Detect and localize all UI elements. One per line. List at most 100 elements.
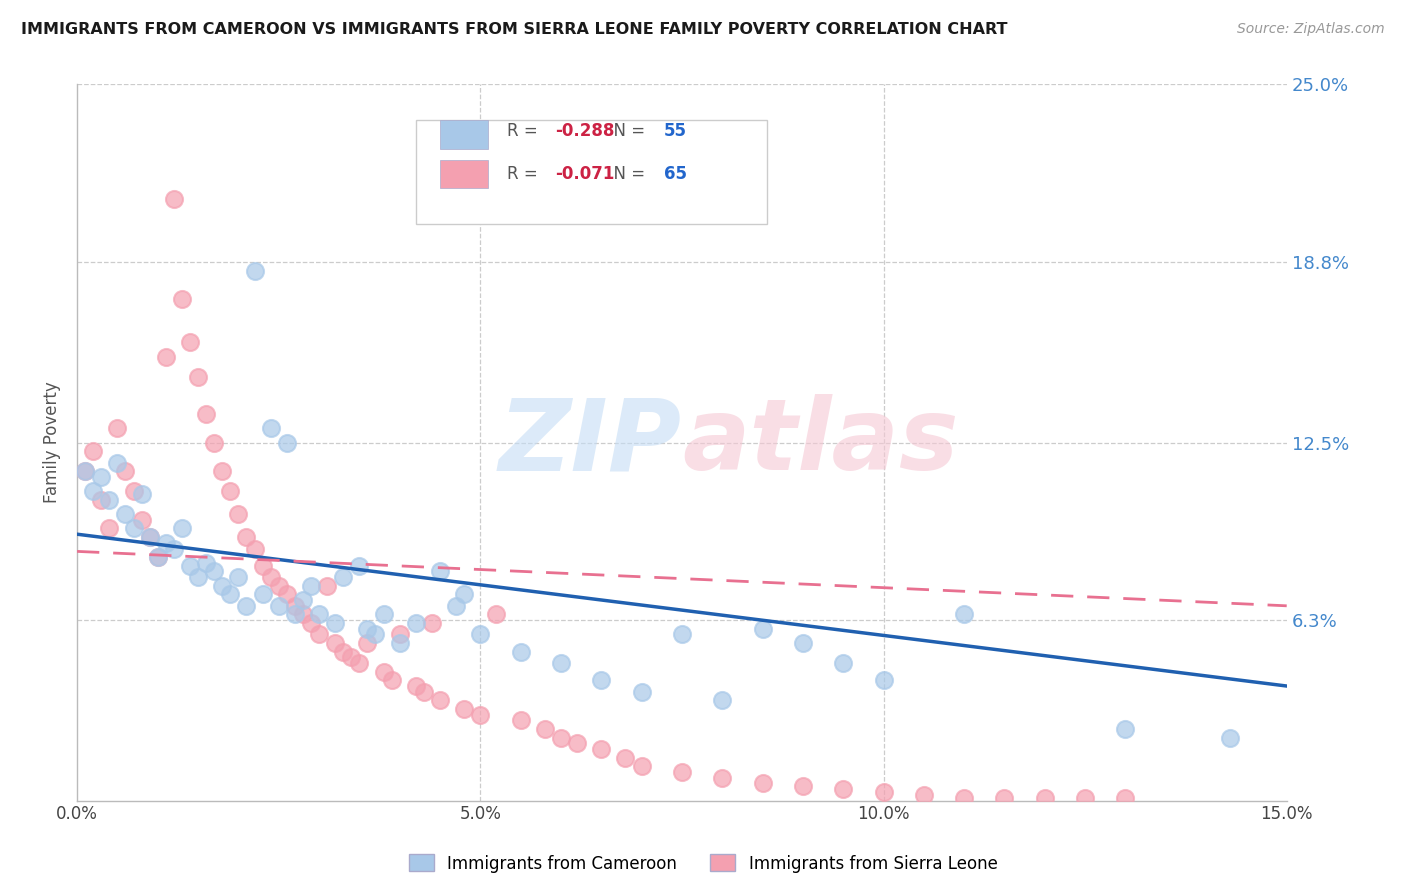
Point [138, 530, 160, 544]
Point [155, 350, 177, 364]
Point [291, 593, 314, 607]
Text: -0.071: -0.071 [555, 165, 614, 183]
Point [832, 782, 855, 797]
Point [872, 785, 894, 799]
Point [187, 570, 209, 584]
Point [276, 435, 298, 450]
Point [1033, 790, 1056, 805]
Point [252, 587, 274, 601]
Point [429, 693, 451, 707]
Point [114, 464, 136, 478]
Point [485, 607, 508, 622]
Point [420, 615, 443, 630]
Point [711, 771, 734, 785]
Point [170, 521, 193, 535]
Point [131, 513, 153, 527]
Point [299, 615, 322, 630]
Point [75, 464, 97, 478]
Legend: Immigrants from Cameroon, Immigrants from Sierra Leone: Immigrants from Cameroon, Immigrants fro… [402, 847, 1004, 880]
Text: N =: N = [603, 122, 651, 140]
Point [591, 742, 613, 756]
FancyBboxPatch shape [440, 160, 488, 188]
Point [388, 636, 411, 650]
Point [630, 759, 652, 773]
Point [792, 636, 814, 650]
Point [202, 565, 225, 579]
Point [565, 736, 588, 750]
Point [107, 421, 129, 435]
Text: atlas: atlas [682, 394, 959, 491]
Point [630, 685, 652, 699]
Point [533, 722, 555, 736]
Point [381, 673, 404, 688]
Point [187, 369, 209, 384]
Point [751, 622, 773, 636]
Point [107, 456, 129, 470]
Point [267, 599, 290, 613]
Point [228, 507, 250, 521]
Point [711, 693, 734, 707]
Point [1219, 731, 1241, 745]
Point [155, 536, 177, 550]
Text: R =: R = [506, 165, 543, 183]
Point [614, 750, 637, 764]
Point [98, 492, 121, 507]
Point [90, 470, 112, 484]
Point [122, 484, 145, 499]
Point [323, 615, 346, 630]
Point [284, 607, 307, 622]
Point [202, 435, 225, 450]
Point [299, 579, 322, 593]
Point [259, 421, 281, 435]
Point [243, 263, 266, 277]
Text: -0.288: -0.288 [555, 122, 614, 140]
Point [219, 484, 242, 499]
Point [252, 558, 274, 573]
Point [453, 587, 475, 601]
Point [211, 464, 233, 478]
Point [953, 607, 976, 622]
Point [82, 484, 104, 499]
Point [179, 335, 201, 350]
Point [412, 685, 434, 699]
Text: N =: N = [603, 165, 651, 183]
FancyBboxPatch shape [416, 120, 766, 224]
Text: 55: 55 [664, 122, 686, 140]
Point [284, 599, 307, 613]
Point [509, 714, 531, 728]
Point [453, 702, 475, 716]
Point [75, 464, 97, 478]
Point [550, 731, 572, 745]
Point [179, 558, 201, 573]
Point [591, 673, 613, 688]
Point [122, 521, 145, 535]
Point [364, 627, 387, 641]
Point [163, 541, 186, 556]
Text: IMMIGRANTS FROM CAMEROON VS IMMIGRANTS FROM SIERRA LEONE FAMILY POVERTY CORRELAT: IMMIGRANTS FROM CAMEROON VS IMMIGRANTS F… [21, 22, 1008, 37]
Point [550, 656, 572, 670]
Point [373, 665, 395, 679]
Point [228, 570, 250, 584]
Point [195, 407, 218, 421]
FancyBboxPatch shape [440, 120, 488, 149]
Point [470, 707, 492, 722]
Point [195, 556, 218, 570]
Point [308, 607, 330, 622]
Point [291, 607, 314, 622]
Point [332, 570, 354, 584]
Point [114, 507, 136, 521]
Point [163, 192, 186, 206]
Text: 65: 65 [664, 165, 686, 183]
Point [131, 487, 153, 501]
Text: Source: ZipAtlas.com: Source: ZipAtlas.com [1237, 22, 1385, 37]
Point [146, 550, 169, 565]
Point [146, 550, 169, 565]
Point [138, 530, 160, 544]
Point [1114, 722, 1136, 736]
Point [340, 650, 363, 665]
Point [1114, 790, 1136, 805]
Point [388, 627, 411, 641]
Point [243, 541, 266, 556]
Point [429, 565, 451, 579]
Point [405, 679, 427, 693]
